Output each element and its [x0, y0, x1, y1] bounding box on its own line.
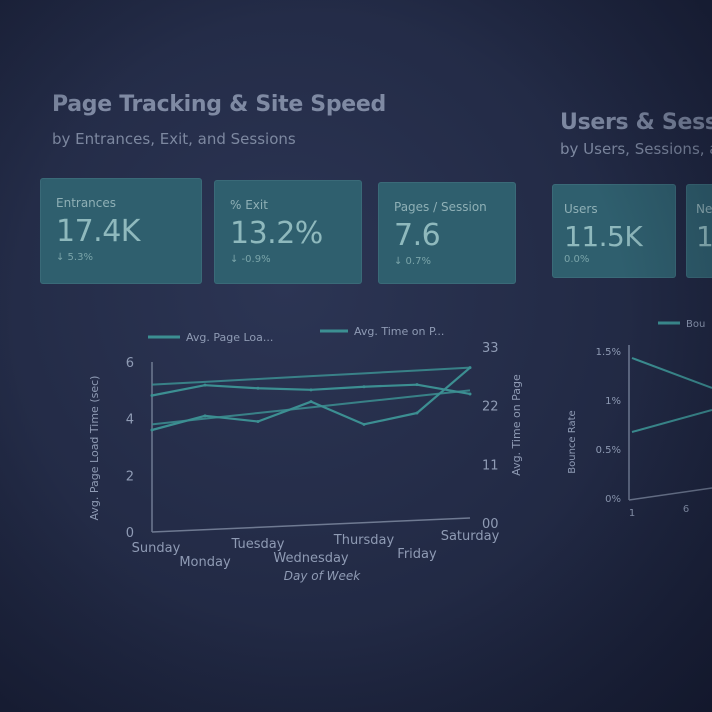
y-tick-left: 6 [126, 356, 134, 371]
y-tick-right: 33 [482, 341, 499, 356]
y-tick-left: 2 [126, 469, 134, 484]
y-tick: 1.5% [596, 347, 621, 358]
page-tracking-title: Page Tracking & Site Speed [52, 92, 386, 117]
series-point [203, 383, 207, 387]
kpi-label: Users [564, 202, 598, 216]
kpi-label: % Exit [230, 198, 268, 212]
x-tick-label: Sunday [132, 541, 181, 556]
kpi-label: Pages / Session [394, 200, 487, 214]
kpi-value: 1 [696, 220, 712, 253]
series-point [256, 386, 260, 390]
legend-label-time-on-page: Avg. Time on P... [354, 325, 444, 338]
legend-label-bounce: Bou [686, 319, 705, 330]
x-tick-label: Thursday [333, 533, 395, 548]
kpi-card-exit[interactable]: % Exit 13.2% ↓ -0.9% [214, 180, 362, 284]
kpi-label: Ne [696, 202, 712, 216]
series-point [362, 422, 366, 426]
x-axis-title: Day of Week [284, 569, 362, 583]
series-point [150, 428, 154, 432]
trend-line-0 [151, 389, 471, 426]
legend-label-page-load: Avg. Page Loa... [186, 331, 273, 344]
y-tick: 1% [605, 396, 621, 407]
x-tick-label: Tuesday [231, 537, 285, 552]
kpi-change: ↓ 0.7% [394, 256, 431, 267]
trend-line-1 [151, 366, 471, 386]
kpi-change: ↓ -0.9% [230, 254, 271, 265]
x-tick: 6 [683, 504, 689, 515]
kpi-change: 0.0% [564, 254, 590, 265]
users-sessions-title: Users & Sessio [560, 110, 712, 135]
series-point [415, 383, 419, 387]
x-axis-bounce [628, 487, 712, 501]
users-sessions-subtitle: by Users, Sessions, a [560, 140, 712, 158]
series-point [468, 392, 472, 396]
series-point [256, 420, 260, 423]
series-point [150, 393, 154, 397]
kpi-value: 13.2% [230, 216, 323, 251]
kpi-value: 7.6 [394, 218, 441, 253]
y-axis-title-right: Avg. Time on Page [510, 374, 523, 476]
y-tick-left: 0 [126, 526, 134, 541]
y-tick: 0.5% [596, 445, 621, 456]
y-tick: 0% [605, 494, 621, 505]
series-point [309, 400, 313, 404]
x-tick-label: Wednesday [273, 551, 349, 566]
kpi-card-new[interactable]: Ne 1 [686, 184, 712, 278]
y-tick-right: 11 [482, 458, 499, 473]
x-tick: 1 [629, 508, 635, 519]
page-tracking-subtitle: by Entrances, Exit, and Sessions [52, 130, 296, 148]
kpi-card-entrances[interactable]: Entrances 17.4K ↓ 5.3% [40, 178, 202, 284]
kpi-value: 11.5K [564, 220, 643, 253]
y-tick-right: 22 [482, 400, 499, 415]
x-axis [151, 517, 471, 533]
kpi-card-pages-session[interactable]: Pages / Session 7.6 ↓ 0.7% [378, 182, 516, 284]
kpi-change: ↓ 5.3% [56, 252, 93, 263]
y-axis-label-bounce: Bounce Rate [567, 410, 578, 473]
series-point [415, 411, 419, 415]
bounce-line [631, 357, 712, 389]
x-tick-label: Saturday [441, 529, 500, 544]
x-tick-label: Monday [179, 555, 231, 570]
y-axis-title-left: Avg. Page Load Time (sec) [88, 376, 101, 521]
series-point [362, 385, 366, 389]
kpi-card-users[interactable]: Users 11.5K 0.0% [552, 184, 676, 278]
x-tick-label: Friday [397, 547, 437, 562]
series-point [203, 414, 207, 418]
kpi-value: 17.4K [56, 214, 140, 249]
y-tick-left: 4 [126, 413, 134, 428]
bounce-trendline [631, 409, 712, 433]
kpi-label: Entrances [56, 196, 117, 210]
series-point [309, 388, 313, 392]
y-tick-right: 00 [482, 517, 499, 532]
